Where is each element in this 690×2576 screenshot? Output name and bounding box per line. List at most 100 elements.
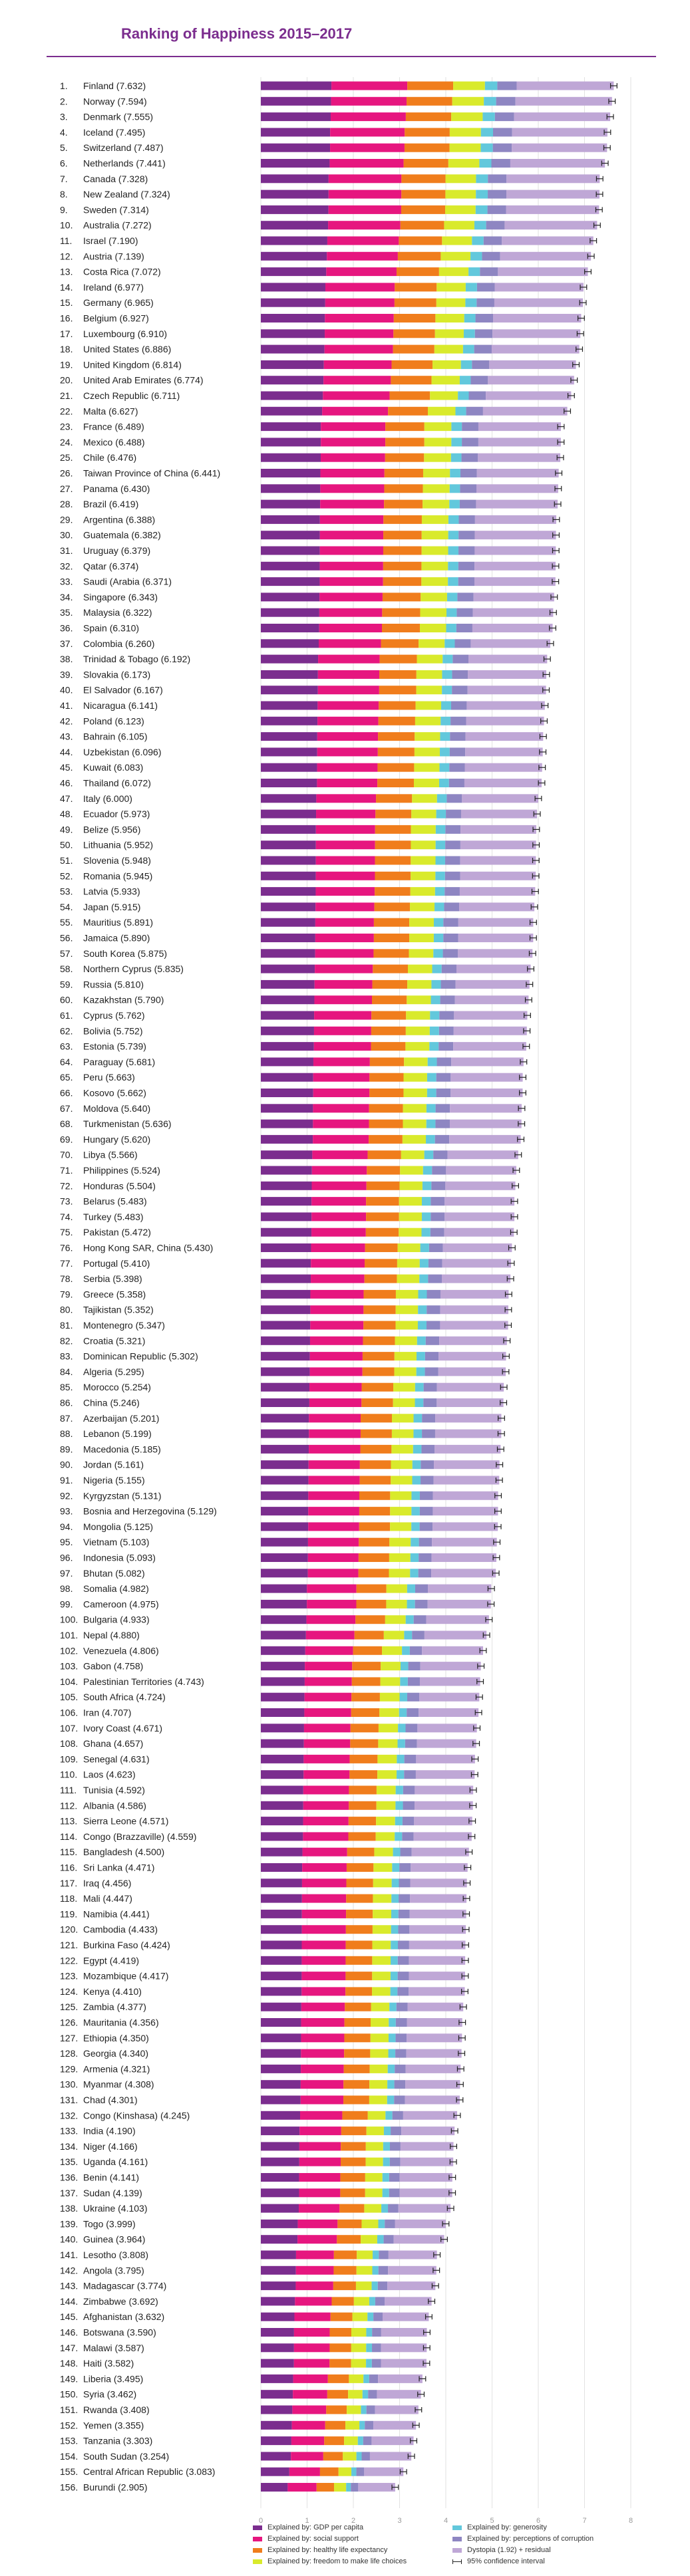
bar-segment: [295, 2281, 333, 2291]
bar-segment: [403, 1104, 427, 1113]
bar-segment: [367, 1166, 401, 1175]
bar-segment: [261, 779, 317, 787]
country-label: Taiwan Province of China (6.441): [83, 468, 220, 479]
rank-label: 128.: [60, 2048, 78, 2059]
bar-segment: [315, 918, 374, 927]
bar-segment: [435, 1414, 502, 1423]
rank-label: 154.: [60, 2451, 78, 2462]
rank-label: 116.: [60, 1863, 77, 1873]
bar-segment: [464, 763, 542, 772]
country-label: Afghanistan (3.632): [83, 2311, 164, 2322]
bar-segment: [313, 1026, 371, 1035]
bar-segment: [478, 438, 561, 447]
bar-segment: [341, 2157, 366, 2166]
bar-segment: [405, 1026, 430, 1035]
country-label: India (4.190): [83, 2126, 136, 2136]
bar-segment: [309, 1444, 361, 1454]
bar-segment: [261, 2250, 296, 2259]
bar-segment: [446, 592, 458, 602]
bar-segment: [392, 1863, 400, 1872]
bar-segment: [349, 1754, 378, 1763]
bar-segment: [261, 515, 320, 524]
rank-label: 109.: [60, 1753, 78, 1764]
bar-segment: [400, 2157, 454, 2166]
country-label: Germany (6.965): [83, 297, 154, 308]
bar-segment: [458, 577, 475, 586]
bar-segment: [398, 1909, 410, 1918]
bar-segment: [370, 2033, 389, 2043]
bar-segment: [314, 995, 372, 1005]
bar-segment: [411, 1863, 468, 1872]
country-label: Sri Lanka (4.471): [83, 1863, 154, 1873]
rank-label: 114.: [60, 1831, 77, 1842]
bar-segment: [403, 1073, 427, 1082]
bar-segment: [261, 1352, 310, 1361]
country-label: Norway (7.594): [83, 96, 147, 106]
country-label: El Salvador (6.167): [83, 685, 163, 696]
bar-segment: [416, 1367, 425, 1376]
bar-segment: [421, 577, 448, 586]
bar-segment: [366, 2359, 372, 2368]
bar-segment: [261, 190, 329, 199]
country-label: Tajikistan (5.352): [83, 1305, 154, 1315]
bar-segment: [261, 499, 321, 509]
bar-segment: [261, 1569, 308, 1578]
bar-segment: [405, 2095, 460, 2105]
bar-segment: [420, 1662, 481, 1671]
bar-segment: [366, 1197, 399, 1206]
bar-segment: [381, 1662, 401, 1671]
bar-segment: [313, 1119, 369, 1128]
bar-segment: [412, 1476, 421, 1485]
rank-label: 27.: [60, 483, 73, 494]
rank-label: 5.: [60, 142, 68, 153]
bar-segment: [371, 2281, 378, 2291]
bar-segment: [321, 422, 386, 432]
bar-segment: [314, 1011, 372, 1020]
bar-segment: [440, 1321, 508, 1330]
bar-segment: [459, 376, 471, 385]
bar-segment: [432, 1522, 498, 1531]
rank-label: 58.: [60, 964, 73, 974]
bar-segment: [356, 2467, 365, 2476]
bar-segment: [345, 1972, 373, 1981]
bar-segment: [261, 1817, 303, 1826]
bar-segment: [315, 871, 375, 880]
bar-segment: [395, 2033, 407, 2043]
bar-segment: [261, 561, 320, 571]
rank-label: 112.: [60, 1800, 77, 1811]
bar-segment: [261, 1956, 302, 1965]
bar-segment: [395, 1305, 419, 1315]
bar-segment: [383, 2142, 390, 2151]
bar-segment: [399, 1212, 422, 1222]
bar-segment: [261, 1197, 312, 1206]
bar-segment: [408, 1662, 421, 1671]
rank-label: 82.: [60, 1335, 73, 1346]
country-label: Burkina Faso (4.424): [83, 1940, 170, 1950]
bar-segment: [365, 2173, 383, 2182]
country-label: Finland (7.632): [83, 80, 146, 91]
rank-label: 118.: [60, 1893, 77, 1904]
bar-segment: [391, 1476, 413, 1485]
legend-item: Explained by: GDP per capita: [253, 2523, 363, 2531]
rank-label: 122.: [60, 1955, 78, 1966]
bar-segment: [444, 221, 474, 230]
bar-segment: [442, 1243, 512, 1252]
bar-segment: [427, 1057, 437, 1067]
bar-segment: [343, 2095, 369, 2105]
bar-segment: [373, 1878, 392, 1888]
bar-segment: [411, 1847, 469, 1857]
country-label: Syria (3.462): [83, 2389, 136, 2400]
bar-segment: [407, 1584, 415, 1593]
bar-segment: [315, 856, 375, 865]
bar-segment: [311, 1243, 365, 1252]
bar-segment: [344, 2018, 371, 2027]
bar-segment: [407, 979, 432, 989]
legend-item: Explained by: freedom to make life choic…: [253, 2557, 407, 2565]
rank-label: 141.: [60, 2250, 78, 2260]
country-label: Central African Republic (3.083): [83, 2466, 215, 2477]
bar-segment: [261, 2142, 299, 2151]
bar-segment: [351, 2328, 367, 2337]
bar-segment: [311, 1197, 367, 1206]
bar-segment: [456, 608, 473, 617]
bar-segment: [404, 143, 450, 152]
